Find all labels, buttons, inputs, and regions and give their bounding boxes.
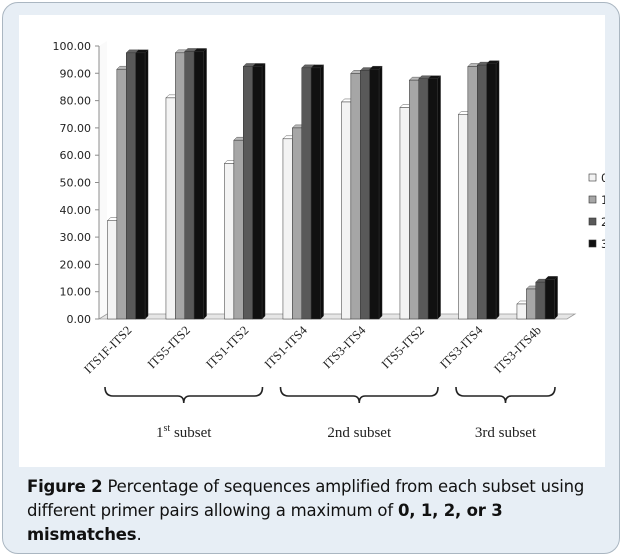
x-tick-label: ITS5-ITS2 xyxy=(145,323,193,371)
subset-bracket xyxy=(455,386,556,404)
subset-label: 2nd subset xyxy=(327,425,392,441)
x-tick-label: ITS1F-ITS2 xyxy=(81,323,134,376)
bar xyxy=(193,47,208,320)
y-tick-label: 80.00 xyxy=(60,95,92,108)
bar xyxy=(486,60,500,320)
caption-end: . xyxy=(136,525,142,544)
y-tick-label: 10.00 xyxy=(60,286,92,299)
legend-label: 0 xyxy=(601,171,605,185)
y-tick-label: 20.00 xyxy=(60,258,92,271)
x-tick-label: ITS3-ITS4b xyxy=(491,323,544,376)
y-tick-label: 30.00 xyxy=(60,231,92,244)
bar xyxy=(310,64,325,320)
y-tick-label: 90.00 xyxy=(60,67,92,80)
bar xyxy=(544,275,559,320)
x-tick-label: ITS1-ITS2 xyxy=(203,323,251,371)
caption-text: Percentage of sequences amplified from e… xyxy=(27,477,585,520)
legend-swatch xyxy=(588,173,597,182)
y-tick-label: 50.00 xyxy=(60,177,92,190)
y-tick-label: 100.00 xyxy=(53,40,92,53)
legend-label: 1 xyxy=(601,193,605,207)
legend-swatch xyxy=(588,217,597,226)
subset-label: 3rd subset xyxy=(475,425,537,441)
subset-bracket xyxy=(104,386,264,404)
caption-label: Figure 2 xyxy=(27,477,103,496)
figure-panel: 0.00 10.00 20.00 30.00 40.00 50.00 60.00 70.00 8… xyxy=(2,2,620,554)
bar-chart: 0.00 10.00 20.00 30.00 40.00 50.00 60.00 70.00 8… xyxy=(53,40,606,441)
y-tick-label: 0.00 xyxy=(67,313,92,326)
y-tick-label: 40.00 xyxy=(60,204,92,217)
caption-emphasis: 0, 1, 2, or 3 mismatches xyxy=(27,501,503,544)
bar xyxy=(135,49,149,320)
y-tick-label: 70.00 xyxy=(60,122,92,135)
legend-swatch xyxy=(588,239,597,248)
chart-card: 0.00 10.00 20.00 30.00 40.00 50.00 60.00 70.00 8… xyxy=(19,15,605,467)
legend-swatch xyxy=(588,195,597,204)
bar xyxy=(369,65,383,320)
bar xyxy=(252,62,266,320)
subset-bracket xyxy=(279,386,439,404)
legend-label: 3 xyxy=(601,237,605,251)
legend-label: 2 xyxy=(601,215,605,229)
x-tick-label: ITS3-ITS4 xyxy=(320,323,369,372)
bar xyxy=(427,75,442,320)
y-tick-label: 60.00 xyxy=(60,149,92,162)
side-wall xyxy=(99,41,107,319)
subset-label: 1st subset xyxy=(156,423,212,441)
x-tick-label: ITS3-ITS4 xyxy=(437,323,486,372)
figure-caption: Figure 2 Percentage of sequences amplifi… xyxy=(27,475,603,547)
x-tick-label: ITS1-ITS4 xyxy=(262,323,311,372)
x-tick-label: ITS5-ITS2 xyxy=(379,323,427,371)
